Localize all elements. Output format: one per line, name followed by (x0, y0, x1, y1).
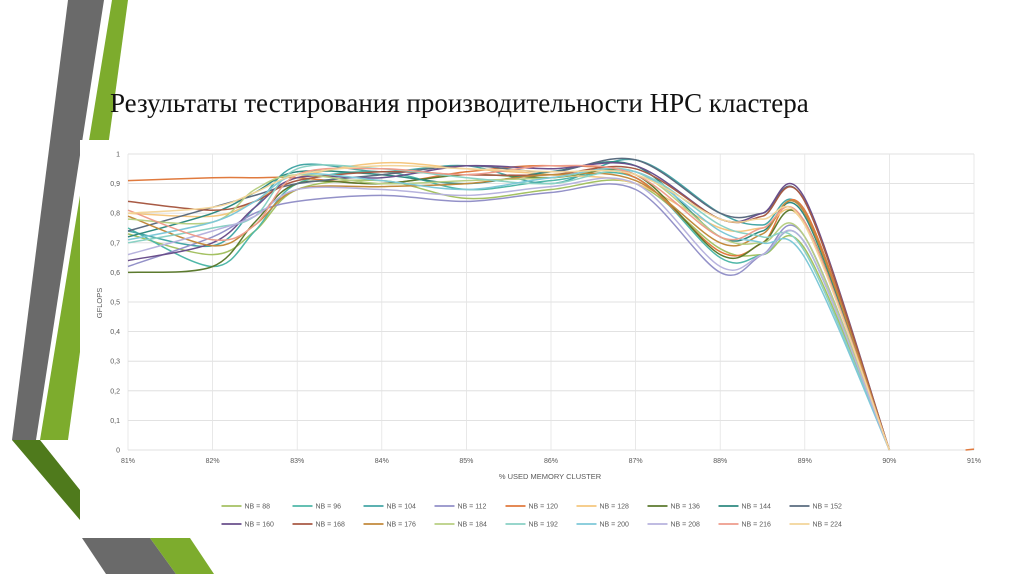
legend-label: NB = 168 (316, 522, 345, 529)
legend-label: NB = 128 (600, 504, 629, 511)
x-tick-label: 87% (629, 458, 643, 465)
legend-item: NB = 120 (505, 504, 558, 511)
series-line-15 (127, 167, 891, 451)
legend-item: NB = 176 (363, 522, 416, 529)
decor-bottom-green (150, 538, 214, 574)
series-line-16 (127, 177, 891, 451)
legend-label: NB = 200 (600, 522, 629, 529)
y-tick-label: 1 (116, 152, 120, 159)
line-chart: 00,10,20,30,40,50,60,70,80,91 81% 82% 83% 8… (95, 152, 981, 529)
legend-item: NB = 224 (789, 522, 842, 529)
x-tick-label: 88% (713, 458, 727, 465)
chart-legend: NB = 88 NB = 96 NB = 104 NB = 112 NB = 120 NB… (221, 504, 842, 529)
x-tick-label: 81% (121, 458, 135, 465)
legend-label: NB = 104 (387, 504, 416, 511)
x-tick-label: 90% (882, 458, 896, 465)
legend-label: NB = 224 (813, 522, 842, 529)
x-tick-label: 86% (544, 458, 558, 465)
y-tick-label: 0,2 (110, 388, 120, 395)
x-axis-ticks: 81% 82% 83% 84% 85% 86% 87% 88% 89% 90% 91% (121, 458, 981, 465)
x-tick-label: 91% (967, 458, 981, 465)
legend-item: NB = 112 (434, 504, 487, 511)
y-tick-label: 0,7 (110, 240, 120, 247)
decor-dark-green-stripe (12, 440, 80, 520)
legend-label: NB = 152 (813, 504, 842, 511)
legend-item: NB = 88 (221, 504, 271, 511)
y-axis-ticks: 0 0,1 0,2 0,3 0,4 0,5 0,6 0,7 0,8 0,9 1 (110, 152, 120, 455)
legend-label: NB = 192 (529, 522, 558, 529)
legend-label: NB = 144 (742, 504, 771, 511)
legend-item: NB = 200 (576, 522, 629, 529)
x-axis-title: % USED MEMORY CLUSTER (499, 472, 602, 481)
y-tick-label: 0,8 (110, 211, 120, 218)
legend-label: NB = 208 (671, 522, 700, 529)
y-tick-label: 0,9 (110, 181, 120, 188)
legend-item: NB = 208 (647, 522, 700, 529)
decor-gray-stripe (12, 0, 104, 440)
legend-label: NB = 112 (458, 504, 487, 511)
decor-bottom-gray (82, 538, 176, 574)
y-tick-label: 0,1 (110, 418, 120, 425)
series-tail-segment (965, 448, 975, 451)
x-tick-label: 83% (290, 458, 304, 465)
legend-item: NB = 160 (221, 522, 274, 529)
legend-item: NB = 144 (718, 504, 771, 511)
grid-lines (127, 153, 975, 451)
series-line-13 (127, 167, 891, 451)
series-line-10 (127, 162, 891, 451)
legend-label: NB = 176 (387, 522, 416, 529)
legend-item: NB = 192 (505, 522, 558, 529)
slide-title: Результаты тестирования производительнос… (110, 88, 809, 118)
legend-item: NB = 168 (292, 522, 345, 529)
legend-label: NB = 216 (742, 522, 771, 529)
x-tick-label: 84% (375, 458, 389, 465)
legend-label: NB = 184 (458, 522, 487, 529)
legend-item: NB = 128 (576, 504, 629, 511)
y-tick-label: 0,3 (110, 359, 120, 366)
series-line-18 (127, 164, 891, 451)
legend-label: NB = 120 (529, 504, 558, 511)
y-tick-label: 0,5 (110, 300, 120, 307)
legend-item: NB = 184 (434, 522, 487, 529)
legend-label: NB = 96 (316, 504, 342, 511)
y-axis-title: GFLOPS (95, 288, 104, 318)
y-tick-label: 0 (116, 448, 120, 455)
legend-label: NB = 136 (671, 504, 700, 511)
legend-label: NB = 160 (245, 522, 274, 529)
series-line-12 (127, 172, 891, 451)
legend-item: NB = 136 (647, 504, 700, 511)
legend-item: NB = 104 (363, 504, 416, 511)
x-tick-label: 89% (798, 458, 812, 465)
series-line-4 (127, 183, 891, 451)
x-tick-label: 85% (459, 458, 473, 465)
y-tick-label: 0,6 (110, 270, 120, 277)
legend-item: NB = 96 (292, 504, 342, 511)
series-line-8 (127, 161, 891, 451)
series-lines (127, 157, 975, 451)
y-tick-label: 0,4 (110, 329, 120, 336)
legend-item: NB = 152 (789, 504, 842, 511)
legend-item: NB = 216 (718, 522, 771, 529)
x-tick-label: 82% (206, 458, 220, 465)
chart-panel: 0 0,1 0,2 0,3 0,4 0,5 0,6 0,7 0,8 0,9 1 81% 82% 83% 8… (80, 140, 986, 534)
legend-label: NB = 88 (245, 504, 271, 511)
